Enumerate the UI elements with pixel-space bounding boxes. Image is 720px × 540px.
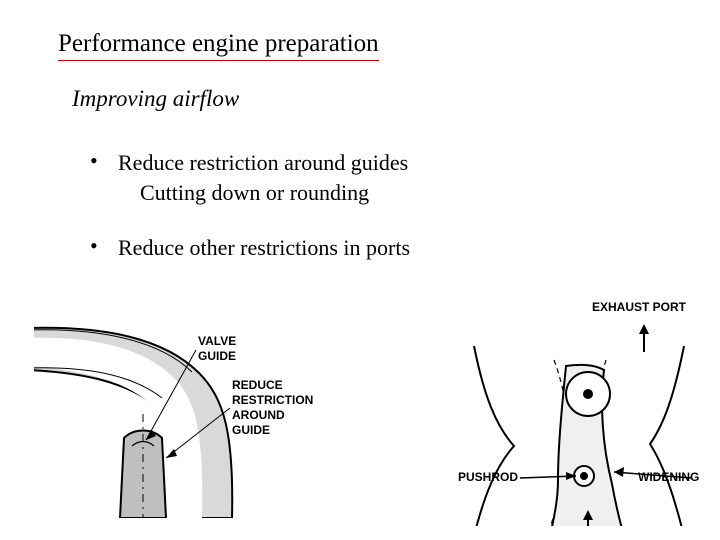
bullet-main: Reduce other restrictions in ports [118, 233, 410, 263]
label-reduce-restriction: REDUCE RESTRICTION AROUND GUIDE [232, 378, 313, 438]
diagram-ports: EXHAUST PORT PUSHROD WIDENING [454, 296, 704, 526]
label-widening: WIDENING [638, 470, 699, 485]
bullet-item: • Reduce restriction around guides Cutti… [90, 148, 410, 207]
bullet-marker: • [90, 148, 118, 174]
bullet-text: Reduce restriction around guides Cutting… [118, 148, 408, 207]
bullet-sub: Cutting down or rounding [118, 178, 408, 208]
bullet-list: • Reduce restriction around guides Cutti… [90, 148, 410, 289]
page-subtitle: Improving airflow [72, 86, 239, 112]
bullet-main: Reduce restriction around guides [118, 148, 408, 178]
label-valve-guide: VALVE GUIDE [198, 334, 236, 364]
label-exhaust-port: EXHAUST PORT [592, 300, 686, 315]
diagram-valve-guide: VALVE GUIDE REDUCE RESTRICTION AROUND GU… [34, 318, 394, 518]
page-title: Performance engine preparation [58, 30, 379, 61]
bullet-marker: • [90, 233, 118, 259]
bullet-text: Reduce other restrictions in ports [118, 233, 410, 263]
bullet-item: • Reduce other restrictions in ports [90, 233, 410, 263]
label-pushrod: PUSHROD [458, 470, 518, 485]
